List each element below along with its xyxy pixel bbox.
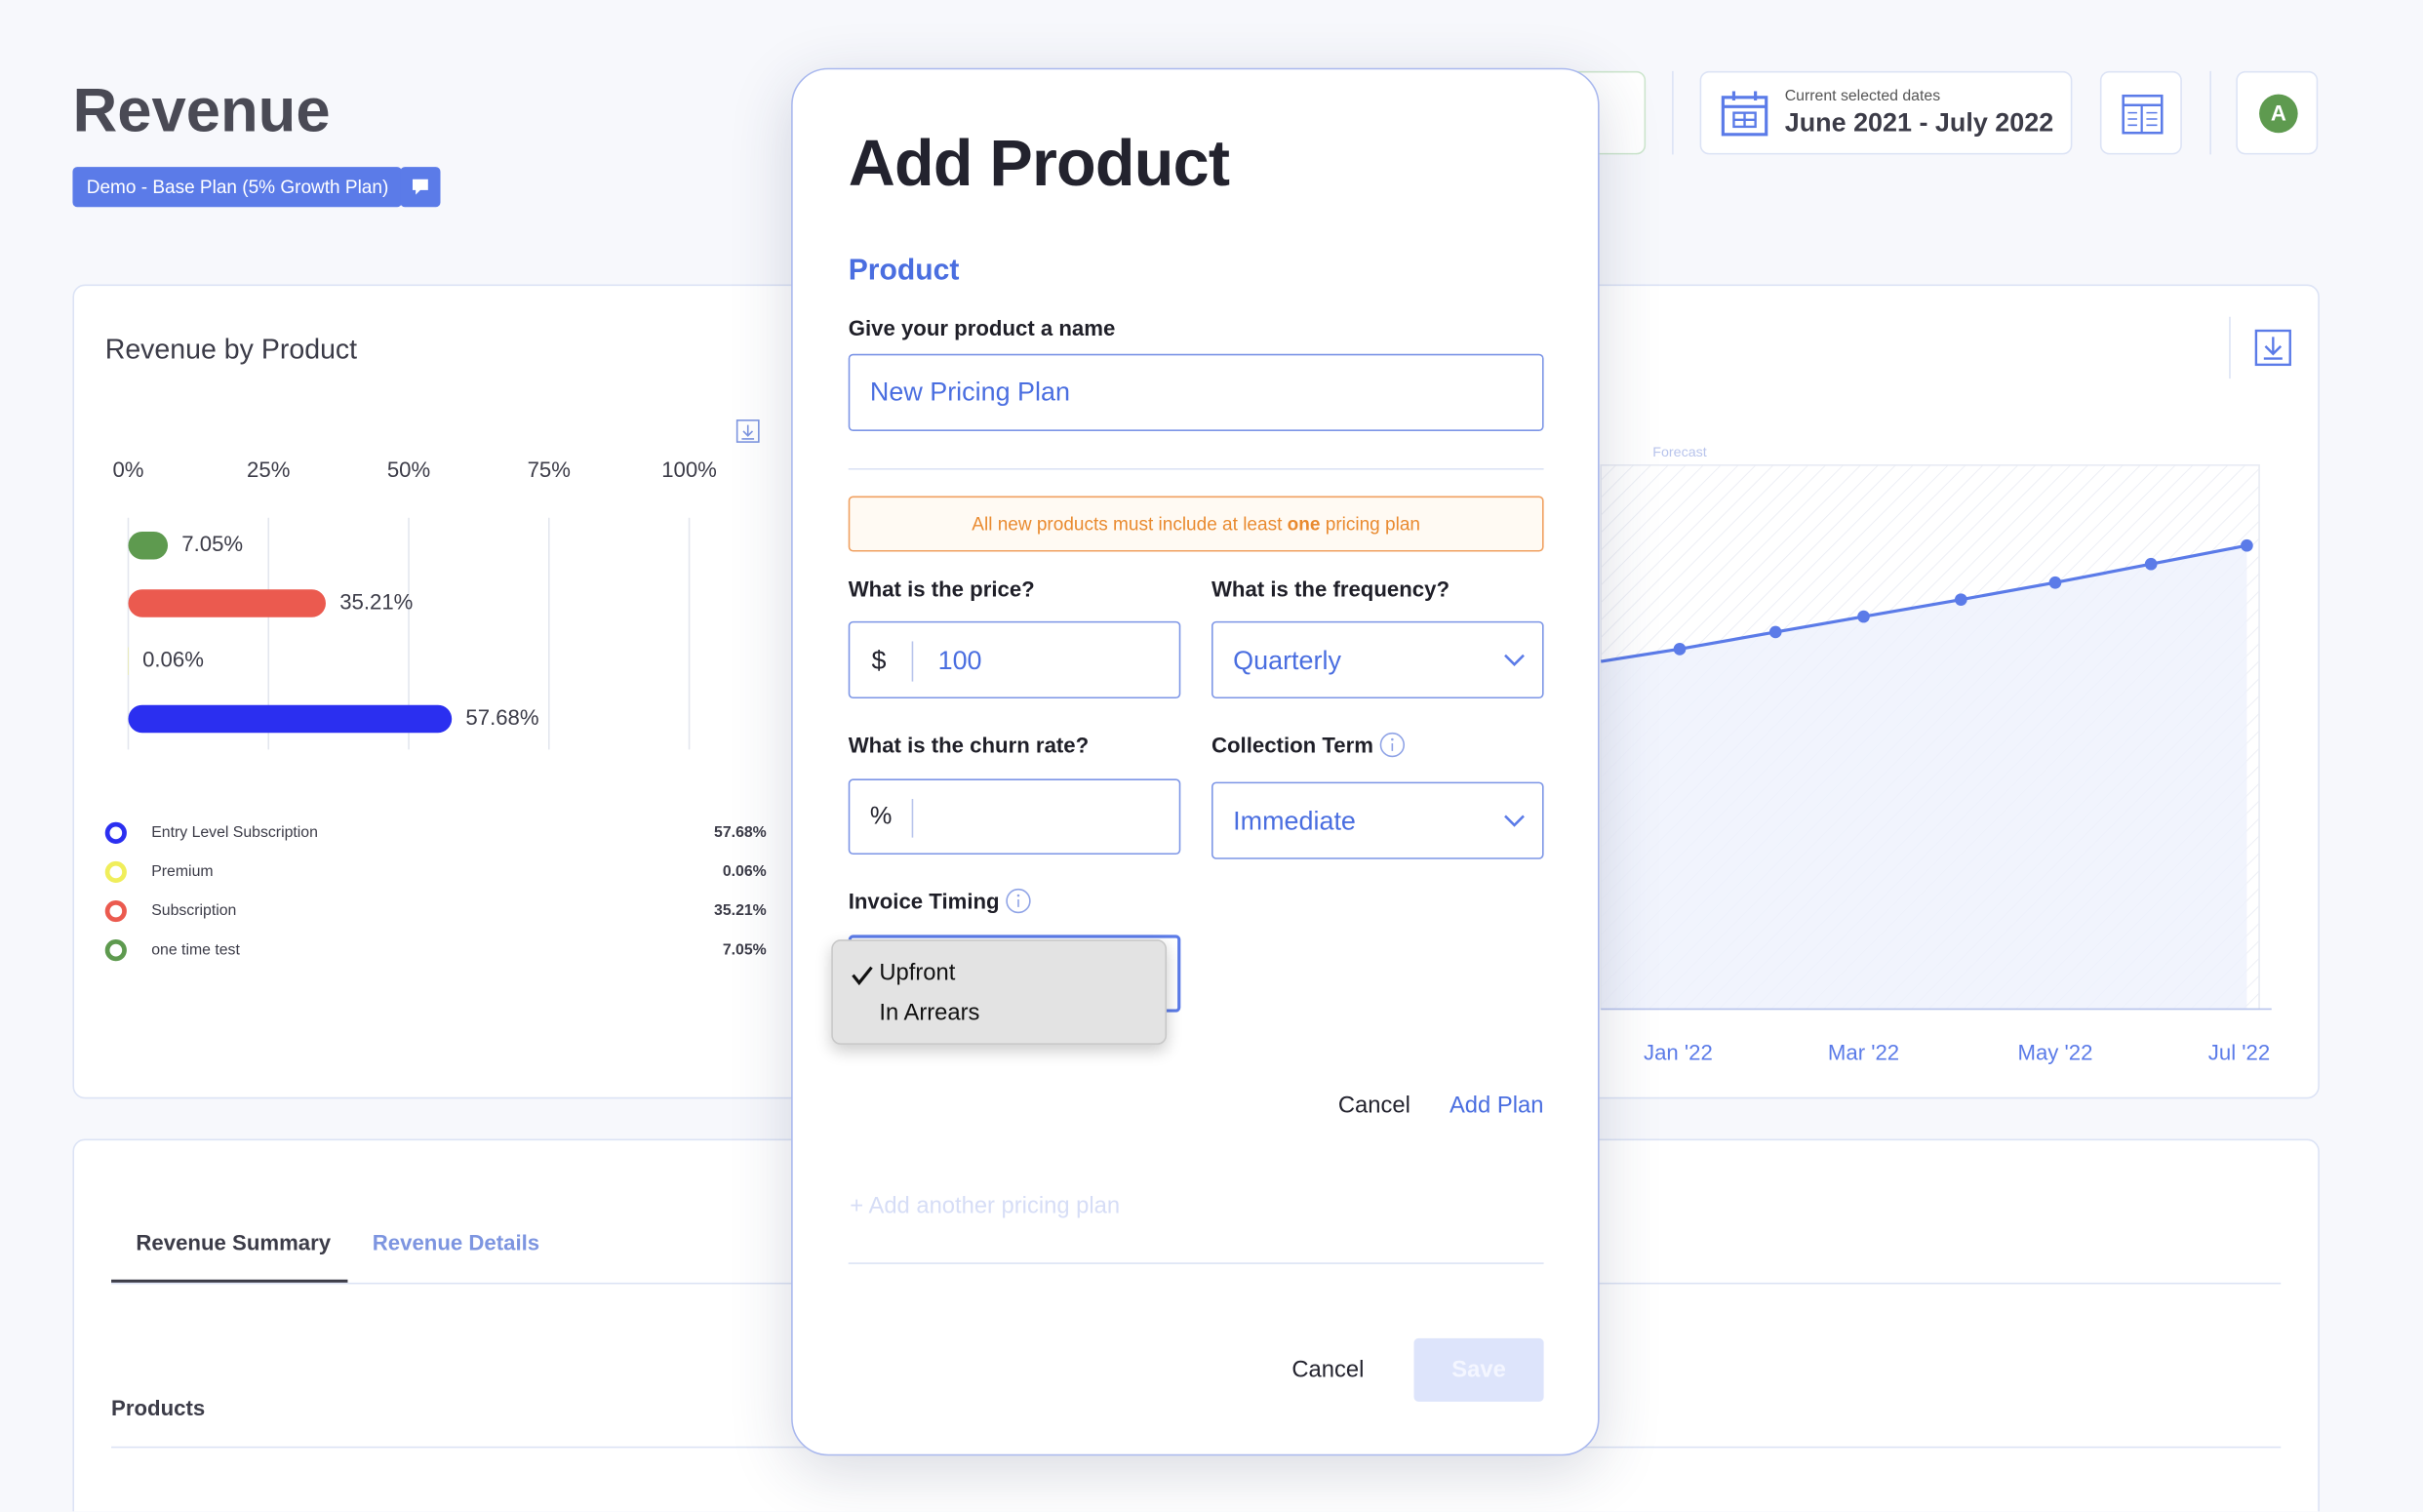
data-label: 57.68% (465, 705, 538, 730)
legend-value: 7.05% (723, 941, 767, 958)
divider (1672, 70, 1674, 155)
trend-points (1673, 538, 2253, 656)
percent-prefix: % (869, 803, 893, 830)
comment-button[interactable] (400, 167, 441, 208)
checkmark (852, 966, 873, 986)
warning-text: All new products must include at least (972, 512, 1288, 536)
separator (911, 641, 914, 682)
input-value: 100 (937, 646, 982, 676)
section-title: Products (111, 1395, 206, 1420)
data-label: 7.05% (181, 532, 243, 556)
tab[interactable]: Revenue Details (372, 1230, 540, 1255)
legend-marker (104, 821, 127, 844)
data-label: 0.06% (142, 648, 204, 672)
warning-emphasis: one (1287, 512, 1321, 536)
legend-value: 0.06% (723, 863, 767, 880)
tab[interactable]: Revenue Summary (136, 1230, 332, 1255)
cancel-plan-button[interactable]: Cancel (1337, 1093, 1410, 1119)
chart-title: Revenue by Product (104, 334, 358, 365)
trend-line (1600, 543, 2247, 663)
field-label: Give your product a name (848, 315, 1116, 340)
x-tick-label: 100% (661, 458, 717, 482)
name-input[interactable]: New Pricing Plan (848, 353, 1544, 431)
collection-select[interactable]: Immediate (1211, 781, 1544, 859)
bar (128, 589, 326, 617)
legend-marker (104, 860, 127, 884)
select-value: Quarterly (1233, 646, 1341, 676)
divider (848, 1262, 1544, 1264)
download-icon[interactable] (2254, 329, 2291, 367)
add-plan-button[interactable]: Add Plan (1449, 1093, 1544, 1119)
field-label: Collection Term (1211, 732, 1373, 758)
price-input[interactable]: $ 100 (848, 620, 1181, 699)
x-tick-label: 25% (247, 458, 290, 482)
download-icon[interactable] (735, 419, 760, 443)
bar (128, 531, 169, 560)
frequency-select[interactable]: Quarterly (1211, 620, 1544, 699)
legend-label: Premium (151, 863, 213, 880)
warning-text: pricing plan (1320, 512, 1420, 536)
input-value: New Pricing Plan (869, 377, 1070, 407)
section-title: Product (848, 255, 960, 288)
field-label: What is the churn rate? (848, 732, 1090, 758)
divider (2209, 70, 2211, 155)
dropdown-menu: Upfront In Arrears (831, 939, 1168, 1045)
legend-label: Subscription (151, 902, 236, 919)
account-button[interactable]: A (2236, 70, 2319, 155)
forecast-label: Forecast (1652, 445, 1706, 460)
select-value: Immediate (1233, 806, 1356, 837)
x-tick-label: Jan '22 (1644, 1040, 1713, 1064)
table-view-button[interactable] (2099, 70, 2182, 155)
field-label: What is the price? (848, 576, 1035, 602)
legend-value: 57.68% (714, 824, 767, 841)
separator (911, 799, 914, 838)
dropdown-option[interactable]: Upfront (879, 959, 956, 986)
info-icon[interactable] (1005, 887, 1033, 915)
table-icon (2122, 94, 2164, 135)
legend-label: one time test (151, 941, 240, 958)
plan-badge[interactable]: Demo - Base Plan (5% Growth Plan) (72, 167, 403, 208)
cancel-button[interactable]: Cancel (1291, 1356, 1365, 1383)
tab-underline (111, 1279, 348, 1283)
churn-input[interactable]: % (848, 778, 1181, 855)
warning-banner: All new products must include at least o… (848, 496, 1544, 552)
x-tick-label: May '22 (2018, 1040, 2093, 1064)
data-label: 35.21% (339, 589, 413, 614)
x-tick-label: 75% (528, 458, 571, 482)
x-tick-label: 50% (387, 458, 430, 482)
calendar-icon (1721, 91, 1768, 137)
bar (128, 704, 453, 734)
date-caption: Current selected dates (1784, 88, 1941, 105)
date-selector[interactable]: Current selected dates June 2021 - July … (1699, 70, 2073, 155)
chevron (1504, 654, 1525, 666)
field-label: Invoice Timing (848, 888, 1000, 914)
date-range: June 2021 - July 2022 (1784, 107, 2054, 138)
x-tick-label: Jul '22 (2208, 1040, 2270, 1064)
chevron (1504, 815, 1525, 827)
currency-prefix: $ (871, 646, 887, 676)
add-product-modal: Add Product Product Give your product a … (791, 67, 1600, 1456)
info-icon[interactable] (1378, 731, 1407, 759)
avatar: A (2259, 94, 2298, 134)
legend-marker (104, 939, 127, 962)
field-label: What is the frequency? (1211, 576, 1450, 602)
legend-label: Entry Level Subscription (151, 824, 318, 841)
x-tick-label: Mar '22 (1828, 1040, 1899, 1064)
legend-marker (104, 899, 127, 923)
x-tick-label: 0% (112, 458, 143, 482)
dropdown-option[interactable]: In Arrears (879, 999, 980, 1026)
page-title: Revenue (72, 77, 331, 145)
comment-icon (412, 179, 428, 195)
add-another-plan[interactable]: + Add another pricing plan (850, 1192, 1121, 1219)
modal-title: Add Product (848, 126, 1230, 200)
trend-area (1601, 545, 2247, 1010)
divider (848, 468, 1544, 470)
save-button[interactable]: Save (1413, 1337, 1544, 1402)
legend-value: 35.21% (714, 902, 767, 919)
